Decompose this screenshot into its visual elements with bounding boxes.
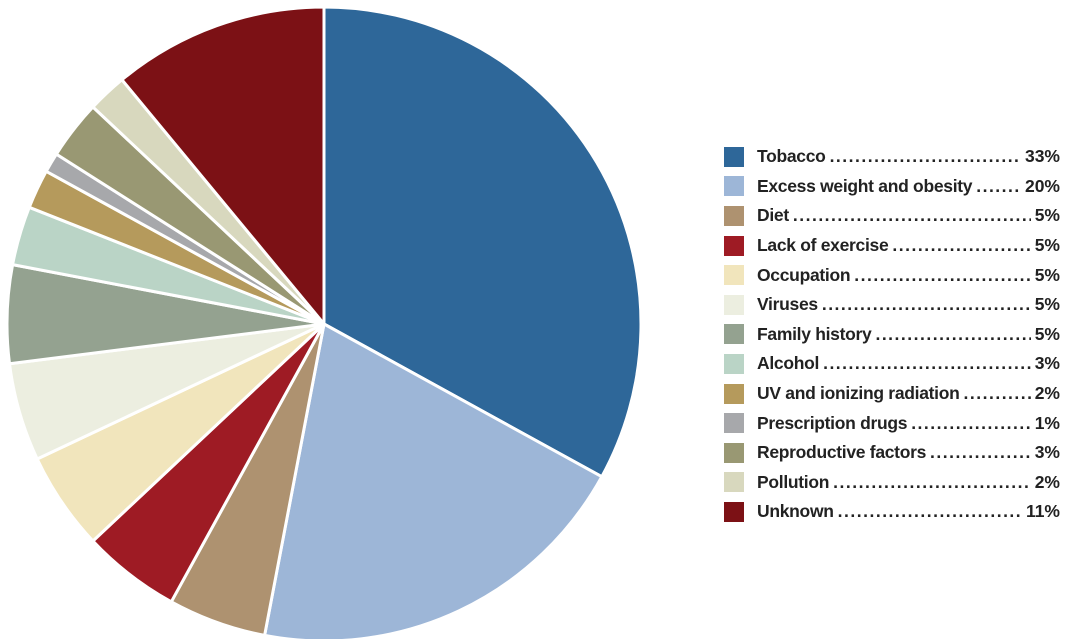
legend-swatch xyxy=(724,501,744,522)
legend-label: Tobacco xyxy=(757,146,826,167)
legend-swatch xyxy=(724,324,744,345)
legend-label: Pollution xyxy=(757,471,830,492)
legend-item-excess-weight-and-obesity: Excess weight and obesity...............… xyxy=(724,172,1060,202)
legend-label: Lack of exercise xyxy=(757,235,889,256)
legend-leader-dots: ........................................… xyxy=(837,501,1022,522)
legend-leader-dots: ........................................… xyxy=(833,471,1031,492)
legend-leader-dots: ........................................… xyxy=(963,383,1031,404)
legend-item-uv-and-ionizing-radiation: UV and ionizing radiation...............… xyxy=(724,379,1060,409)
legend-swatch xyxy=(724,383,744,404)
legend-swatch xyxy=(724,413,744,434)
legend-leader-dots: ........................................… xyxy=(792,205,1031,226)
legend-label: Unknown xyxy=(757,501,834,522)
pie-chart xyxy=(5,5,643,639)
legend-swatch xyxy=(724,146,744,167)
legend-item-family-history: Family history..........................… xyxy=(724,320,1060,350)
legend-label: Family history xyxy=(757,323,872,344)
legend-swatch xyxy=(724,353,744,374)
legend-label: Occupation xyxy=(757,264,851,285)
legend-item-diet: Diet....................................… xyxy=(724,201,1060,231)
legend-value: 5% xyxy=(1034,264,1060,285)
legend-swatch xyxy=(724,294,744,315)
legend-label: Viruses xyxy=(757,294,818,315)
legend-value: 1% xyxy=(1034,412,1060,433)
legend: Tobacco.................................… xyxy=(724,142,1060,527)
legend-value: 5% xyxy=(1034,294,1060,315)
legend-swatch xyxy=(724,176,744,197)
legend-swatch xyxy=(724,205,744,226)
legend-item-prescription-drugs: Prescription drugs......................… xyxy=(724,408,1060,438)
legend-item-unknown: Unknown.................................… xyxy=(724,497,1060,527)
legend-leader-dots: ........................................… xyxy=(976,175,1021,196)
legend-item-viruses: Viruses.................................… xyxy=(724,290,1060,320)
legend-value: 20% xyxy=(1024,175,1060,196)
legend-leader-dots: ........................................… xyxy=(892,235,1031,256)
legend-item-occupation: Occupation..............................… xyxy=(724,260,1060,290)
legend-value: 3% xyxy=(1034,442,1060,463)
legend-leader-dots: ........................................… xyxy=(821,294,1031,315)
pie-slice-tobacco xyxy=(322,5,643,479)
legend-leader-dots: ........................................… xyxy=(911,412,1031,433)
pie-slice-unknown xyxy=(120,5,326,326)
legend-leader-dots: ........................................… xyxy=(823,353,1031,374)
legend-item-lack-of-exercise: Lack of exercise........................… xyxy=(724,231,1060,261)
legend-value: 5% xyxy=(1034,205,1060,226)
legend-item-tobacco: Tobacco.................................… xyxy=(724,142,1060,172)
legend-value: 2% xyxy=(1034,383,1060,404)
legend-label: Reproductive factors xyxy=(757,442,927,463)
legend-label: Alcohol xyxy=(757,353,820,374)
legend-swatch xyxy=(724,265,744,286)
legend-item-pollution: Pollution...............................… xyxy=(724,468,1060,498)
legend-swatch xyxy=(724,235,744,256)
legend-value: 2% xyxy=(1034,471,1060,492)
legend-value: 5% xyxy=(1034,235,1060,256)
legend-value: 5% xyxy=(1034,323,1060,344)
legend-leader-dots: ........................................… xyxy=(930,442,1031,463)
legend-leader-dots: ........................................… xyxy=(829,146,1021,167)
legend-label: Excess weight and obesity xyxy=(757,175,973,196)
legend-value: 11% xyxy=(1025,501,1060,522)
legend-label: Diet xyxy=(757,205,789,226)
pie-slice-excess-weight-and-obesity xyxy=(263,322,604,639)
legend-leader-dots: ........................................… xyxy=(854,264,1031,285)
legend-leader-dots: ........................................… xyxy=(875,323,1030,344)
legend-value: 33% xyxy=(1024,146,1060,167)
legend-item-reproductive-factors: Reproductive factors....................… xyxy=(724,438,1060,468)
legend-swatch xyxy=(724,442,744,463)
legend-swatch xyxy=(724,472,744,493)
legend-label: UV and ionizing radiation xyxy=(757,383,960,404)
legend-item-alcohol: Alcohol.................................… xyxy=(724,349,1060,379)
legend-value: 3% xyxy=(1034,353,1060,374)
legend-label: Prescription drugs xyxy=(757,412,908,433)
